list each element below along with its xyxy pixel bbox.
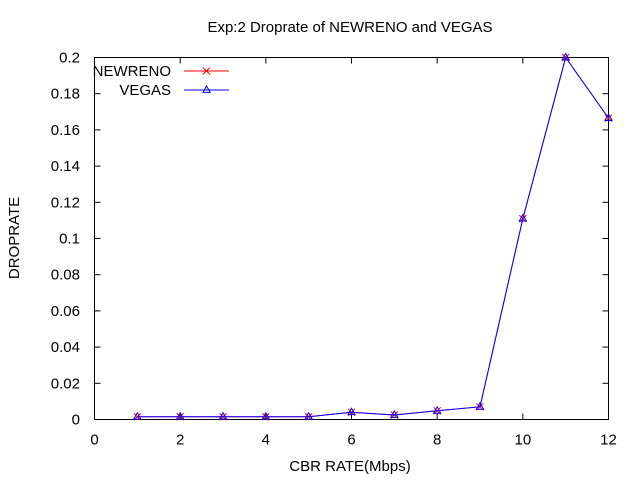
data-point-vegas <box>561 52 571 61</box>
chart-title: Exp:2 Droprate of NEWRENO and VEGAS <box>207 19 492 36</box>
plot-frame <box>94 57 609 420</box>
y-tick-label: 0.12 <box>51 194 80 211</box>
data-point-vegas <box>432 405 442 414</box>
x-tick-label: 4 <box>262 432 270 449</box>
tick-marks <box>94 57 609 420</box>
data-point-vegas <box>518 213 528 222</box>
y-tick-label: 0.16 <box>51 122 80 139</box>
tick-labels: 0 2 4 6 8 10 12 0 0.02 0.04 0.06 0.08 0.1 0.12 0.14 0.1… <box>51 50 617 449</box>
x-tick-label: 0 <box>90 432 98 449</box>
legend: NEWRENO VEGAS <box>93 63 229 99</box>
data-point-vegas <box>604 113 613 122</box>
y-tick-label: 0.06 <box>51 303 80 320</box>
data-point-vegas <box>261 411 271 420</box>
x-tick-label: 10 <box>514 432 531 449</box>
data-point-vegas <box>475 401 485 410</box>
series-line-vegas <box>137 56 609 418</box>
series-layer <box>132 52 613 421</box>
y-tick-label: 0.2 <box>59 50 80 67</box>
x-axis-label: CBR RATE(Mbps) <box>289 458 410 475</box>
legend-marker-vegas <box>202 84 211 93</box>
legend-marker-newreno-stroke <box>202 67 211 75</box>
y-tick-label: 0.02 <box>51 375 80 392</box>
x-tick-label: 6 <box>347 432 355 449</box>
series-line-newreno <box>137 56 609 418</box>
data-point-vegas <box>218 411 228 420</box>
y-tick-label: 0.14 <box>51 158 80 175</box>
data-point-vegas <box>347 407 356 416</box>
series-newreno <box>133 53 613 421</box>
x-tick-label: 12 <box>600 432 617 449</box>
x-tick-label: 2 <box>176 432 184 449</box>
data-point-vegas <box>304 411 314 420</box>
y-tick-label: 0.04 <box>51 339 80 356</box>
series-vegas <box>132 52 613 420</box>
data-point-vegas <box>389 409 399 418</box>
x-tick-label: 8 <box>433 432 441 449</box>
y-tick-label: 0.1 <box>59 231 80 248</box>
legend-label-newreno: NEWRENO <box>93 63 171 80</box>
y-tick-label: 0.18 <box>51 86 80 103</box>
data-point-vegas <box>132 411 142 420</box>
data-point-vegas <box>175 411 185 420</box>
legend-marker-newreno <box>202 67 211 75</box>
y-axis-label: DROPRATE <box>6 197 23 279</box>
legend-label-vegas: VEGAS <box>119 82 171 99</box>
y-tick-label: 0 <box>72 412 80 429</box>
y-tick-label: 0.08 <box>51 267 80 284</box>
